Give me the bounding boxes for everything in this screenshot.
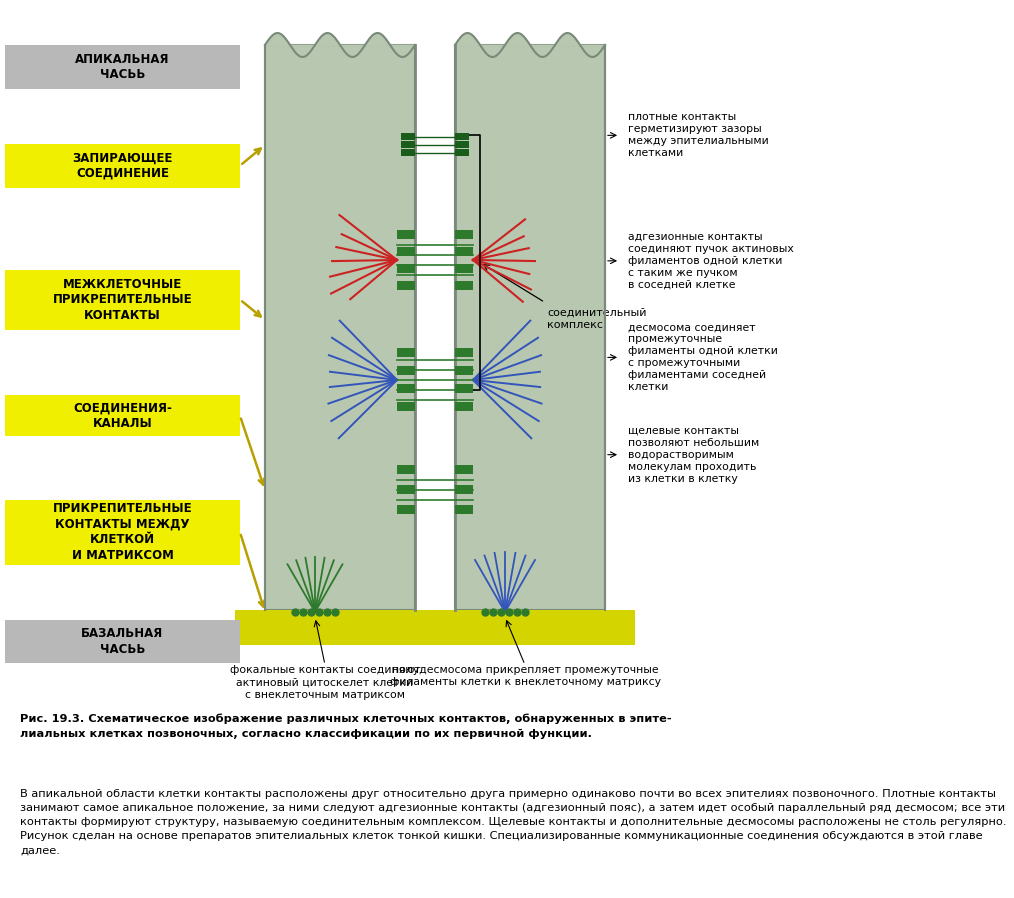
Bar [5, 500, 240, 565]
Bar [5, 620, 240, 664]
Text: ПРИКРЕПИТЕЛЬНЫЕ
КОНТАКТЫ МЕЖДУ
КЛЕТКОЙ
И МАТРИКСОМ: ПРИКРЕПИТЕЛЬНЫЕ КОНТАКТЫ МЕЖДУ КЛЕТКОЙ И… [53, 503, 193, 562]
Bar [397, 264, 415, 273]
Bar [455, 149, 469, 156]
Bar [455, 281, 473, 290]
Bar [397, 247, 415, 256]
Bar [455, 366, 473, 375]
Bar [397, 281, 415, 290]
Bar [397, 402, 415, 411]
Bar [455, 384, 473, 393]
Bar [455, 247, 473, 256]
Bar [397, 465, 415, 474]
Text: Рис. 19.3. Схематическое изображение различных клеточных контактов, обнаруженных: Рис. 19.3. Схематическое изображение раз… [20, 714, 672, 738]
Text: БАЗАЛЬНАЯ
ЧАСЬЬ: БАЗАЛЬНАЯ ЧАСЬЬ [81, 627, 163, 656]
Bar [455, 402, 473, 411]
Bar [397, 486, 415, 495]
Bar [397, 230, 415, 239]
Bar [265, 45, 415, 610]
Bar [401, 133, 415, 140]
Bar [5, 269, 240, 330]
Bar [235, 610, 635, 645]
Text: адгезионные контакты
соединяют пучок актиновых
филаментов одной клетки
с таким ж: адгезионные контакты соединяют пучок акт… [628, 232, 794, 290]
Bar [397, 506, 415, 515]
Text: плотные контакты
герметизируют зазоры
между эпителиальными
клетками: плотные контакты герметизируют зазоры ме… [628, 112, 769, 158]
Bar [401, 141, 415, 148]
Bar [455, 506, 473, 515]
Text: фокальные контакты соединяют
актиновый цитоскелет клетки
с внеклеточным матриксо: фокальные контакты соединяют актиновый ц… [229, 665, 421, 700]
Text: МЕЖКЛЕТОЧНЫЕ
ПРИКРЕПИТЕЛЬНЫЕ
КОНТАКТЫ: МЕЖКЛЕТОЧНЫЕ ПРИКРЕПИТЕЛЬНЫЕ КОНТАКТЫ [53, 277, 193, 321]
Text: СОЕДИНЕНИЯ-
КАНАЛЫ: СОЕДИНЕНИЯ- КАНАЛЫ [73, 401, 172, 430]
Text: АПИКАЛЬНАЯ
ЧАСЬЬ: АПИКАЛЬНАЯ ЧАСЬЬ [75, 53, 169, 81]
Text: щелевые контакты
позволяют небольшим
водорастворимым
молекулам проходить
из клет: щелевые контакты позволяют небольшим вод… [628, 426, 759, 484]
Bar [401, 149, 415, 156]
Text: В апикальной области клетки контакты расположены друг относительно друга примерн: В апикальной области клетки контакты рас… [20, 789, 1007, 855]
Bar [5, 45, 240, 89]
Text: полудесмосома прикрепляет промежуточные
филаменты клетки к внеклеточному матрикс: полудесмосома прикрепляет промежуточные … [389, 665, 660, 687]
Text: соединительный
комплекс: соединительный комплекс [547, 307, 647, 330]
Bar [455, 141, 469, 148]
Bar [455, 486, 473, 495]
Bar [455, 45, 605, 610]
Text: ЗАПИРАЮЩЕЕ
СОЕДИНЕНИЕ: ЗАПИРАЮЩЕЕ СОЕДИНЕНИЕ [72, 152, 172, 180]
Bar [5, 395, 240, 436]
Bar [455, 465, 473, 474]
Bar [5, 144, 240, 188]
Bar [455, 133, 469, 140]
Bar [455, 230, 473, 239]
Bar [397, 348, 415, 357]
Bar [455, 264, 473, 273]
Bar [397, 366, 415, 375]
Text: десмосома соединяет
промежуточные
филаменты одной клетки
с промежуточными
филаме: десмосома соединяет промежуточные филаме… [628, 322, 778, 392]
Bar [397, 384, 415, 393]
Bar [455, 348, 473, 357]
